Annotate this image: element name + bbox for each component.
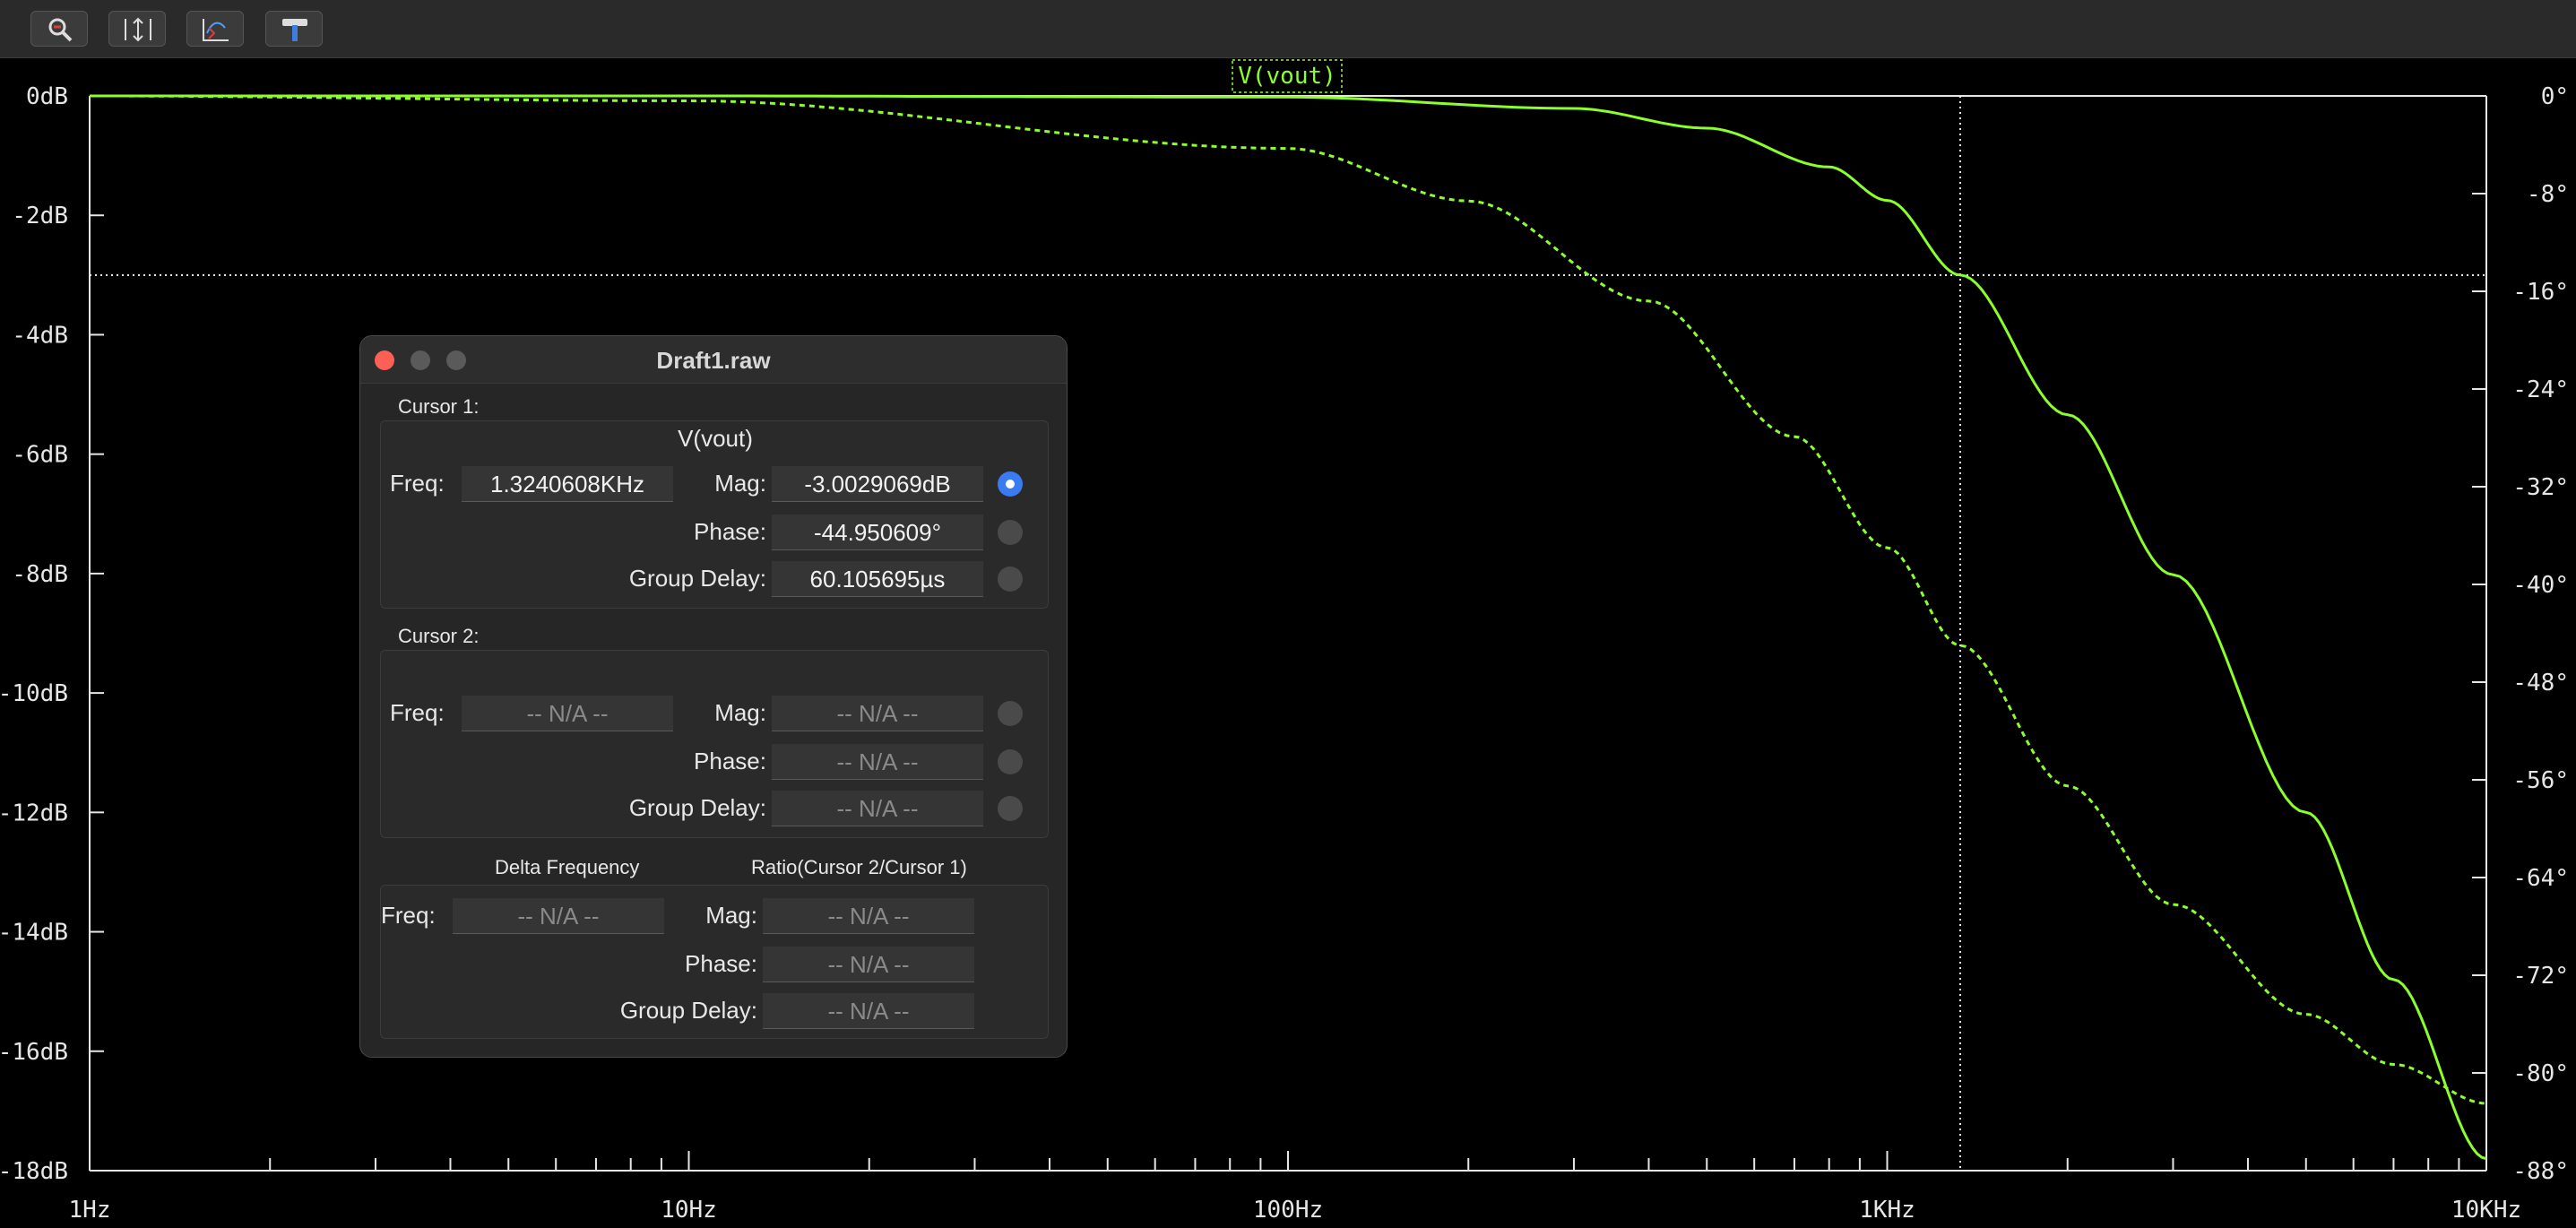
cursor2-mag-field[interactable]: -- N/A -- (772, 696, 983, 731)
delta-freq-field[interactable]: -- N/A -- (453, 898, 664, 934)
cursor2-group: Freq: -- N/A -- Mag: -- N/A -- Phase: --… (380, 650, 1049, 838)
cursor2-phase-field[interactable]: -- N/A -- (772, 744, 983, 780)
cursor1-freq-field[interactable]: 1.3240608KHz (462, 466, 673, 502)
pan-button[interactable] (186, 11, 244, 47)
cursor1-phase-radio[interactable] (998, 520, 1023, 545)
y-right-tick-label: -56° (2512, 767, 2569, 794)
cursor2-phase-radio[interactable] (998, 749, 1023, 774)
y-left-tick-label: -8dB (12, 561, 68, 588)
y-right-tick-label: -40° (2512, 572, 2569, 599)
cursor2-group-delay-radio[interactable] (998, 796, 1023, 821)
cursor1-group-delay-radio[interactable] (998, 566, 1023, 592)
ratio-phase-label: Phase: (685, 950, 757, 977)
y-left-tick-label: -16dB (0, 1039, 68, 1066)
window-titlebar[interactable]: Draft1.raw (360, 336, 1067, 384)
trace-label-box (1232, 59, 1343, 93)
y-right-tick-label: -88° (2512, 1158, 2569, 1185)
ratio-group-delay-field[interactable]: -- N/A -- (763, 993, 974, 1029)
ratio-mag-label: Mag: (705, 902, 757, 929)
close-window-button[interactable] (375, 350, 394, 370)
x-tick-label: 1Hz (69, 1197, 111, 1224)
y-right-tick-label: -32° (2512, 474, 2569, 501)
zoom-button[interactable] (30, 11, 88, 47)
y-right-tick-label: -80° (2512, 1060, 2569, 1087)
hammer-button[interactable] (265, 11, 323, 47)
hammer-icon (282, 19, 307, 41)
phase-trace (90, 94, 2487, 1105)
y-right-tick-label: 0° (2541, 83, 2569, 110)
minimize-window-button[interactable] (411, 350, 430, 370)
y-left-tick-label: -6dB (12, 442, 68, 469)
y-left-tick-label: -18dB (0, 1158, 68, 1185)
cursor1-group: V(vout) Freq: 1.3240608KHz Mag: -3.00290… (380, 420, 1049, 609)
delta-frequency-heading: Delta Frequency (495, 856, 640, 878)
x-tick-label: 100Hz (1253, 1197, 1323, 1224)
trace-label[interactable]: V(vout) (1238, 63, 1336, 90)
x-tick-label: 10KHz (2451, 1197, 2521, 1224)
y-right-tick-label: -72° (2512, 963, 2569, 990)
y-left-tick-label: -12dB (0, 800, 68, 826)
y-left-tick-label: 0dB (26, 83, 68, 110)
y-left-tick-label: -2dB (12, 203, 68, 229)
cursor2-section-label: Cursor 2: (398, 625, 480, 647)
y-right-tick-label: -8° (2527, 181, 2569, 208)
x-tick-label: 10Hz (661, 1197, 717, 1224)
cursor-window[interactable]: Draft1.raw Cursor 1: V(vout) Freq: 1.324… (359, 335, 1068, 1058)
magnitude-trace (90, 94, 2487, 1161)
y-left-tick-label: -4dB (12, 322, 68, 349)
cursor1-freq-label: Freq: (390, 470, 445, 497)
autoscale-icon (125, 17, 151, 42)
cursor1-mag-label: Mag: (714, 470, 766, 497)
y-right-tick-label: -48° (2512, 670, 2569, 696)
y-right-tick-label: -64° (2512, 865, 2569, 892)
x-tick-label: 1KHz (1859, 1197, 1915, 1224)
zoom-window-button[interactable] (446, 350, 466, 370)
ratio-group-delay-label: Group Delay: (619, 997, 757, 1024)
cursor1-mag-radio[interactable] (998, 471, 1023, 497)
ratio-mag-field[interactable]: -- N/A -- (763, 898, 974, 934)
cursor2-phase-label: Phase: (694, 748, 766, 774)
cursor2-group-delay-label: Group Delay: (628, 794, 766, 821)
ratio-phase-field[interactable]: -- N/A -- (763, 947, 974, 982)
cursor2-freq-field[interactable]: -- N/A -- (462, 696, 673, 731)
zoom-icon (48, 18, 73, 42)
cursor2-freq-label: Freq: (390, 699, 445, 726)
toolbar (0, 0, 2576, 58)
cursor1-mag-field[interactable]: -3.0029069dB (772, 466, 983, 502)
cursor2-group-delay-field[interactable]: -- N/A -- (772, 791, 983, 826)
y-right-tick-label: -24° (2512, 376, 2569, 403)
delta-group: Freq: -- N/A -- Mag: -- N/A -- Phase: --… (380, 885, 1049, 1039)
ratio-heading: Ratio(Cursor 2/Cursor 1) (751, 856, 967, 878)
cursor2-mag-label: Mag: (714, 699, 766, 726)
cursor1-phase-label: Phase: (694, 518, 766, 545)
pan-icon (203, 19, 229, 41)
cursor2-mag-radio[interactable] (998, 701, 1023, 726)
y-left-tick-label: -14dB (0, 920, 68, 947)
delta-freq-label: Freq: (381, 902, 436, 929)
autoscale-button[interactable] (108, 11, 166, 47)
window-title: Draft1.raw (656, 347, 771, 374)
y-right-tick-label: -16° (2512, 279, 2569, 306)
cursor1-group-delay-field[interactable]: 60.105695µs (772, 561, 983, 597)
cursor1-phase-field[interactable]: -44.950609° (772, 515, 983, 550)
cursor1-trace-name: V(vout) (678, 425, 753, 452)
cursor1-section-label: Cursor 1: (398, 395, 480, 418)
cursor1-group-delay-label: Group Delay: (628, 565, 766, 592)
y-left-tick-label: -10dB (0, 680, 68, 707)
